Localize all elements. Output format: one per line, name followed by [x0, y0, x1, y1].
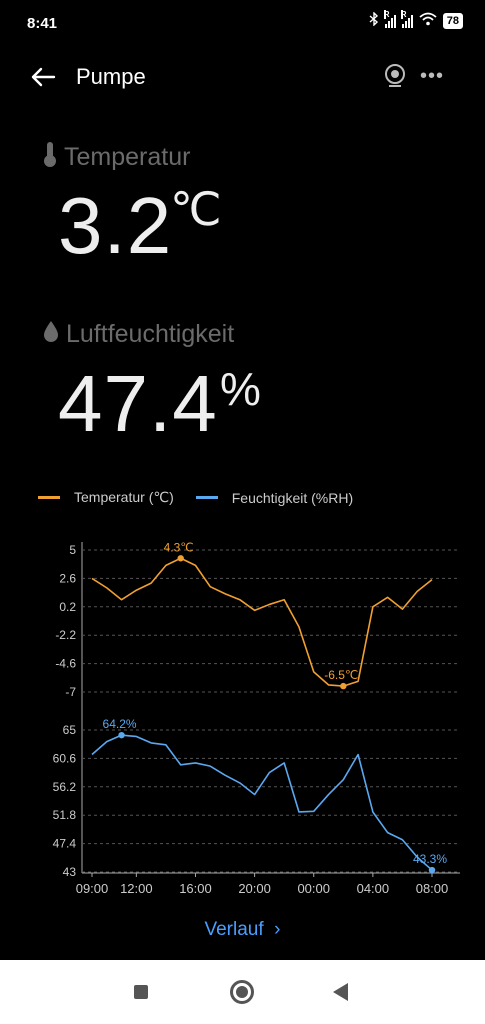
temp-annotation-label: -6.5℃: [324, 668, 358, 682]
temperature-series-line: [91, 557, 433, 687]
signal-icon-2: R: [400, 9, 413, 28]
status-icons: R R 78: [369, 9, 463, 29]
temp-annotation-label: 4.3℃: [164, 540, 194, 554]
temperature-label-text: Temperatur: [64, 143, 191, 171]
legend-humidity: Feuchtigkeit (%RH): [195, 489, 354, 506]
legend-temperature: Temperatur (℃): [38, 489, 174, 506]
history-link[interactable]: Verlauf ›: [0, 919, 485, 941]
temp-tick-label: -4.6: [55, 657, 76, 671]
hum-tick-label: 43: [63, 865, 77, 879]
legend-humidity-label: Feuchtigkeit (%RH): [231, 489, 354, 506]
hum-tick-label: 60.6: [53, 751, 77, 765]
hum-annotation-point: [428, 866, 436, 874]
hum-annotation-label: 43.3%: [413, 852, 447, 866]
app-bar: Pumpe •••: [0, 58, 485, 98]
humidity-unit: %: [220, 363, 261, 415]
system-nav-bar: [0, 960, 485, 1024]
temperature-unit: ℃: [170, 183, 222, 235]
page-title: Pumpe: [76, 64, 146, 89]
status-time: 8:41: [27, 15, 58, 32]
camera-icon[interactable]: [382, 62, 408, 90]
back-arrow-icon[interactable]: [28, 62, 58, 92]
chevron-right-icon: ›: [268, 919, 281, 940]
x-tick-label: 20:00: [238, 881, 271, 896]
temp-annotation-point: [340, 682, 347, 690]
x-tick-label: 08:00: [416, 881, 449, 896]
history-link-label[interactable]: Verlauf: [204, 919, 264, 940]
hum-tick-label: 56.2: [53, 780, 77, 794]
nav-back-icon[interactable]: [333, 983, 348, 1001]
temp-annotation-point: [177, 555, 184, 562]
thermometer-icon: [42, 140, 58, 175]
hum-tick-label: 47.4: [53, 837, 77, 851]
bluetooth-icon: [369, 11, 379, 29]
x-tick-label: 09:00: [76, 881, 109, 896]
battery-indicator: 78: [442, 12, 463, 29]
legend-temperature-label: Temperatur (℃): [74, 489, 174, 505]
x-tick-label: 04:00: [357, 881, 390, 896]
temp-tick-label: 2.6: [59, 571, 76, 585]
home-icon[interactable]: [230, 980, 254, 1004]
legend-temperature-swatch: [38, 496, 60, 499]
hum-tick-label: 65: [63, 723, 77, 737]
temp-tick-label: -7: [65, 685, 76, 699]
chart-legend: Temperatur (℃) Feuchtigkeit (%RH): [38, 489, 375, 506]
hum-tick-label: 51.8: [53, 808, 77, 822]
temperature-value: 3.2: [58, 181, 173, 270]
humidity-value: 47.4: [58, 359, 218, 448]
temperature-label: Temperatur: [42, 140, 190, 175]
x-tick-label: 00:00: [297, 881, 330, 896]
temp-tick-label: 5: [69, 543, 76, 557]
status-bar: 8:41 R R 78: [0, 0, 485, 46]
humidity-label: Luftfeuchtigkeit: [42, 318, 234, 351]
legend-humidity-swatch: [195, 496, 218, 499]
humidity-series-line: [91, 734, 433, 871]
droplet-icon: [42, 318, 60, 351]
wifi-icon: [419, 12, 437, 29]
signal-icon: R: [383, 9, 396, 28]
x-tick-label: 12:00: [120, 881, 153, 896]
x-tick-label: 16:00: [179, 881, 212, 896]
temp-tick-label: 0.2: [59, 600, 76, 614]
hum-annotation-label: 64.2%: [103, 717, 137, 731]
temp-tick-label: -2.2: [55, 628, 76, 642]
humidity-label-text: Luftfeuchtigkeit: [66, 320, 235, 348]
sensor-chart[interactable]: 5 2.6 0.2 -2.2 -4.6 -7 65 60.6 56.2 51.8 47.4 43 09:…: [0, 530, 485, 905]
more-options-icon[interactable]: •••: [419, 64, 444, 87]
hum-annotation-point: [118, 731, 125, 739]
recent-apps-icon[interactable]: [134, 985, 148, 999]
